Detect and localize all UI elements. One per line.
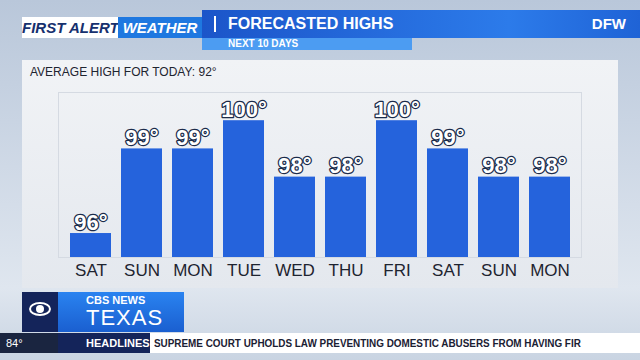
svg-text:98°: 98° [533, 153, 566, 178]
html-text:84°: 84° [6, 337, 23, 349]
svg-text:TUE: TUE [227, 261, 261, 280]
svg-text:99°: 99° [125, 125, 158, 150]
html-text:TEXAS: TEXAS [86, 305, 164, 330]
svg-text:99°: 99° [176, 125, 209, 150]
svg-text:MON: MON [173, 261, 213, 280]
html-text:FIRST ALERT WEATHER: FIRST ALERT WEATHER [22, 19, 198, 36]
svg-text:WED: WED [275, 261, 315, 280]
svg-text:SAT: SAT [432, 261, 464, 280]
html-text:HEADLINES SUPREME COURT UPHOLD: HEADLINES SUPREME COURT UPHOLDS LAW PREV… [86, 337, 581, 349]
svg-text:SAT: SAT [75, 261, 107, 280]
html-text:AVERAGE HIGH FOR TODAY: 92°: AVERAGE HIGH FOR TODAY: 92° [30, 65, 217, 79]
svg-text:98°: 98° [482, 153, 515, 178]
svg-text:SUN: SUN [124, 261, 160, 280]
svg-text:98°: 98° [278, 153, 311, 178]
svg-text:SUN: SUN [481, 261, 517, 280]
svg-text:MON: MON [530, 261, 570, 280]
svg-text:THU: THU [329, 261, 364, 280]
svg-text:100°: 100° [374, 97, 420, 122]
svg-text:FRI: FRI [383, 261, 410, 280]
html-text:DFW: DFW [591, 15, 626, 32]
html-text:CBS NEWS: CBS NEWS [86, 294, 146, 306]
svg-text:99°: 99° [431, 125, 464, 150]
svg-text:98°: 98° [329, 153, 362, 178]
html-text:FORECASTED HIGHS: FORECASTED HIGHS [228, 15, 394, 32]
svg-text:100°: 100° [221, 97, 267, 122]
html-text:NEXT 10 DAYS: NEXT 10 DAYS [228, 38, 299, 49]
svg-text:96°: 96° [74, 210, 107, 235]
